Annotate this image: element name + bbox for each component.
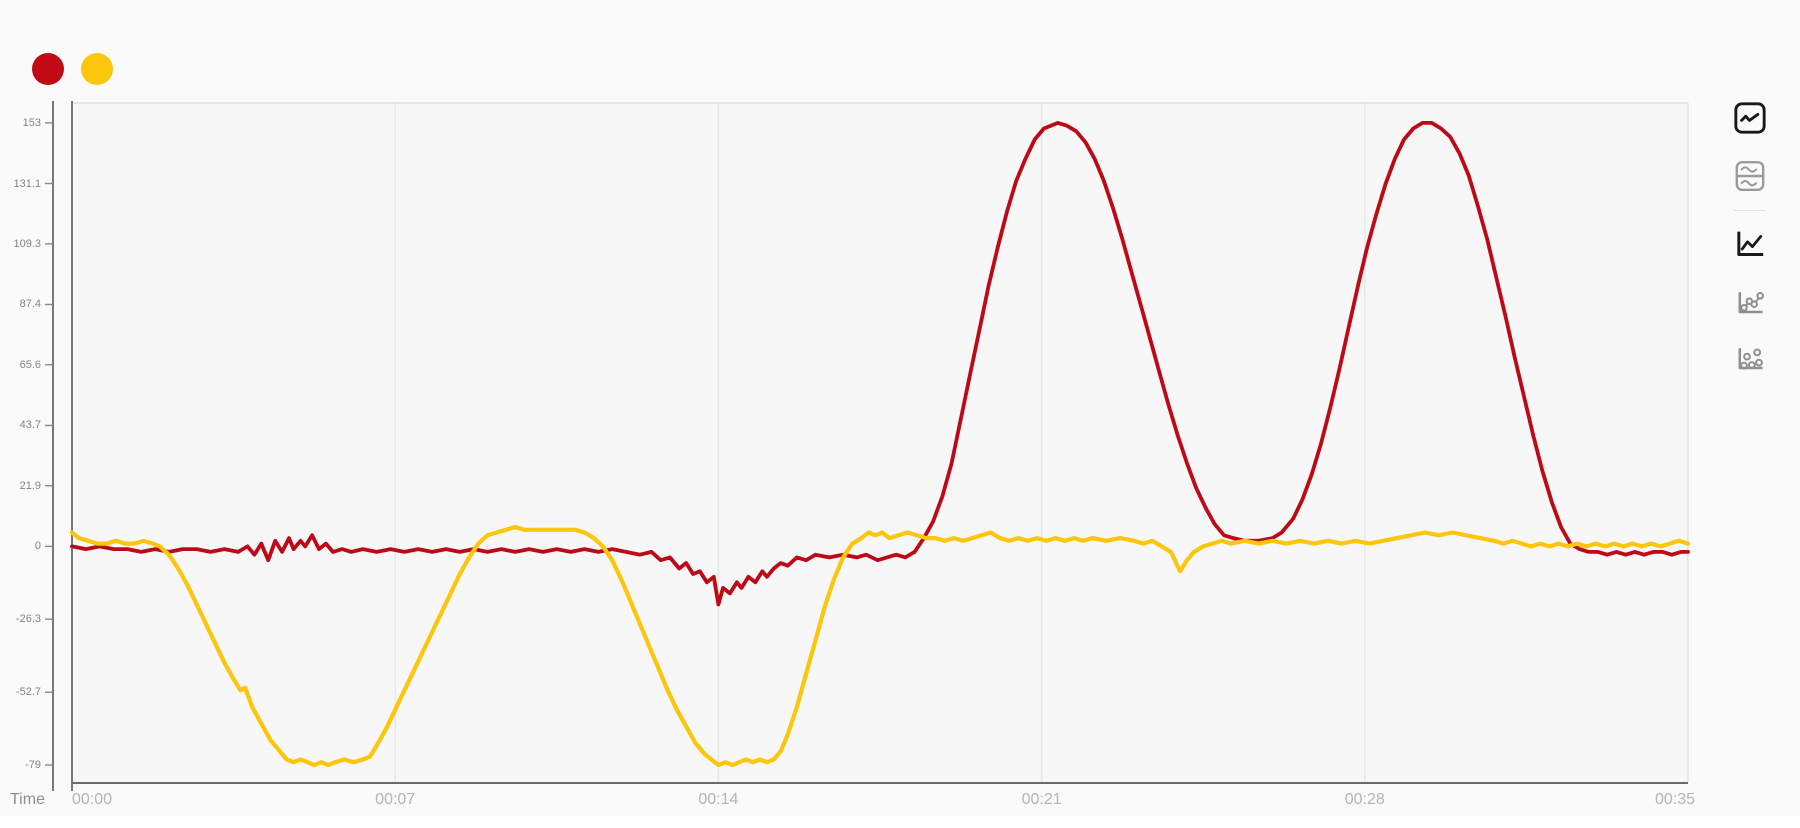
combined-line-view-button[interactable]	[1732, 100, 1768, 136]
y-tick-label: 87.4	[19, 298, 41, 311]
y-tick-label: -52.7	[15, 686, 41, 699]
y-tick-label: 153	[22, 116, 41, 129]
y-tick-label: 65.6	[19, 358, 41, 371]
line-chart-type-button[interactable]	[1732, 225, 1768, 261]
line-points-chart-icon	[1732, 282, 1768, 318]
x-tick-label: 00:35	[1654, 791, 1696, 808]
legend	[32, 53, 113, 85]
y-tick-label: 131.1	[13, 177, 41, 190]
x-tick-label: 00:28	[1344, 791, 1385, 808]
legend-dot-yellow-series[interactable]	[81, 53, 113, 85]
x-tick-label: 00:21	[1021, 791, 1062, 808]
y-tick-label: 21.9	[19, 479, 41, 492]
y-tick-label: -26.3	[15, 613, 41, 626]
legend-dot-red-series[interactable]	[32, 53, 64, 85]
line-chart-icon	[1732, 225, 1768, 261]
x-tick-label: 00:07	[375, 791, 416, 808]
line-with-points-type-button[interactable]	[1732, 282, 1768, 318]
x-axis-title: Time	[10, 791, 45, 808]
split-panels-view-button[interactable]	[1732, 158, 1768, 194]
scatter-type-button[interactable]	[1732, 338, 1768, 374]
x-tick-label: 00:14	[698, 791, 739, 808]
x-tick-label: 00:00	[71, 791, 113, 808]
y-tick-label: 0	[34, 540, 41, 553]
toolbar-divider	[1734, 210, 1766, 211]
y-tick-label: 43.7	[19, 419, 41, 432]
chart-toolbar	[1732, 0, 1772, 400]
scatter-chart-icon	[1732, 338, 1768, 374]
y-tick-label: 109.3	[13, 237, 41, 250]
boxed-double-wave-icon	[1732, 158, 1768, 194]
y-tick-label: -79	[25, 759, 41, 771]
boxed-zigzag-icon	[1732, 100, 1768, 136]
